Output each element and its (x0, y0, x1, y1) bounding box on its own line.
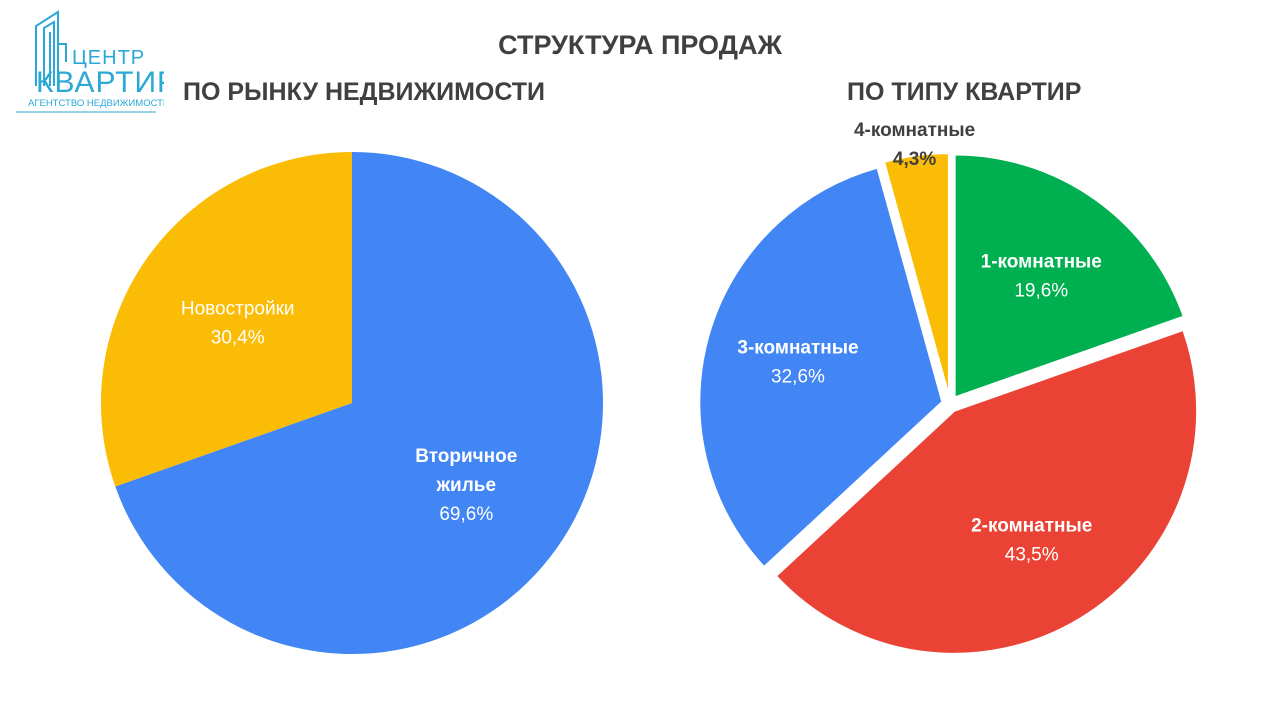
pie-market: Вторичное жилье 69,6% Новостройки 30,4% (100, 152, 603, 654)
logo-tagline: АГЕНТСТВО НЕДВИЖИМОСТИ (28, 98, 164, 109)
pie-label-1-комнатные: 1-комнатные 19,6% (981, 252, 1102, 302)
pie-slice-4-комнатные (882, 152, 950, 397)
main-title: СТРУКТУРА ПРОДАЖ (498, 30, 782, 60)
pie-label-вторичное-жилье: Вторичное жилье 69,6% (415, 446, 517, 525)
agency-logo: ЦЕНТР КВАРТИР АГЕНТСТВО НЕДВИЖИМОСТИ (16, 10, 164, 113)
pie-category-label: 4-комнатные (854, 120, 975, 141)
pie-value-label: 19,6% (1014, 281, 1068, 302)
pie-label-3-комнатные: 3-комнатные 32,6% (737, 337, 858, 387)
pie-label-4-комнатные: 4-комнатные 4,3% (854, 120, 975, 170)
logo-line-2: КВАРТИР (36, 66, 164, 99)
pie-slice-вторичное-жилье (115, 152, 603, 654)
pie-slice-2-комнатные (774, 328, 1199, 655)
pie-slice-1-комнатные (953, 153, 1186, 399)
pie-category-label: 2-комнатные (971, 516, 1092, 537)
pie-value-label: 32,6% (771, 366, 825, 387)
pie-value-label: 43,5% (1005, 545, 1059, 566)
pie-value-label: 69,6% (439, 504, 493, 525)
pie-category-label: 1-комнатные (981, 252, 1102, 273)
pie-category-label: 3-комнатные (737, 337, 858, 358)
pie-slice-3-комнатные (698, 166, 944, 569)
pie-label-2-комнатные: 2-комнатные 43,5% (971, 516, 1092, 566)
pie-slice-новостройки (100, 152, 353, 487)
pie-label-новостройки: Новостройки 30,4% (181, 299, 295, 349)
building-outline-icon (35, 10, 67, 86)
pie-category-label: Вторичное (415, 446, 517, 467)
pie-value-label: 30,4% (211, 328, 265, 349)
logo-line-1: ЦЕНТР (72, 47, 145, 69)
chart-title-apartment-type: ПО ТИПУ КВАРТИР (847, 78, 1082, 106)
pie-category-label: жилье (436, 475, 496, 496)
chart-title-market: ПО РЫНКУ НЕДВИЖИМОСТИ (183, 78, 546, 106)
pie-category-label: Новостройки (181, 299, 295, 320)
pie-apartment-type: 1-комнатные 19,6% 2-комнатные 43,5% 3-комнат… (698, 120, 1199, 655)
pie-value-label: 4,3% (893, 149, 936, 170)
